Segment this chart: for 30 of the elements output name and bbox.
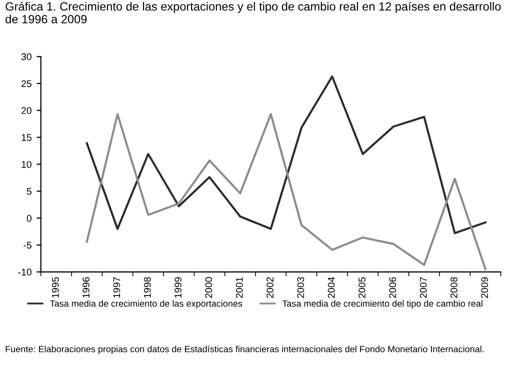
x-tick-label: 2004 — [328, 277, 335, 298]
y-tick-label: 10 — [22, 160, 32, 168]
y-tick-label: 15 — [22, 134, 32, 141]
chart-title: Gráfica 1. Crecimiento de las exportaciones y el tipo de cambio real en 12 países en desarrollo de 1996 a 2009 — [6, 2, 501, 24]
x-tick-label: 2006 — [389, 277, 396, 298]
x-tick-label: 2003 — [297, 277, 304, 298]
x-tick-label: 1995 — [52, 277, 59, 298]
x-tick-label: 1998 — [144, 277, 151, 298]
x-tick-label: 1997 — [113, 277, 120, 298]
y-tick-label: 25 — [22, 80, 32, 88]
legend-label: Tasa media de crecimiento del tipo de cambio real — [282, 300, 482, 309]
x-tick-label: 1999 — [174, 277, 182, 298]
line-series — [86, 75, 486, 234]
x-tick-label: 2007 — [420, 277, 427, 298]
x-tick-label: 2005 — [358, 277, 366, 298]
y-tick-label: 30 — [21, 53, 32, 60]
x-tick-label: 1996 — [82, 277, 90, 298]
x-tick-label: 2000 — [205, 277, 212, 298]
source-note: Fuente: Elaboraciones propias con datos de Estadísticas financieras internacionales del Fondo Monetario Internacional. — [6, 346, 484, 354]
x-tick-label: 2008 — [450, 277, 458, 298]
y-tick-label: 5 — [26, 188, 32, 195]
y-tick-label: 20 — [22, 107, 32, 114]
y-tick-label: -10 — [18, 268, 32, 276]
y-tick-label: 0 — [26, 214, 32, 222]
x-tick-label: 2002 — [266, 277, 274, 298]
y-tick-label: -5 — [24, 242, 32, 249]
x-tick-label: 2009 — [481, 277, 488, 298]
legend-label: Tasa media de crecimiento de las exportaciones — [50, 300, 242, 309]
line-series — [86, 113, 486, 270]
x-tick-label: 2001 — [236, 277, 243, 298]
